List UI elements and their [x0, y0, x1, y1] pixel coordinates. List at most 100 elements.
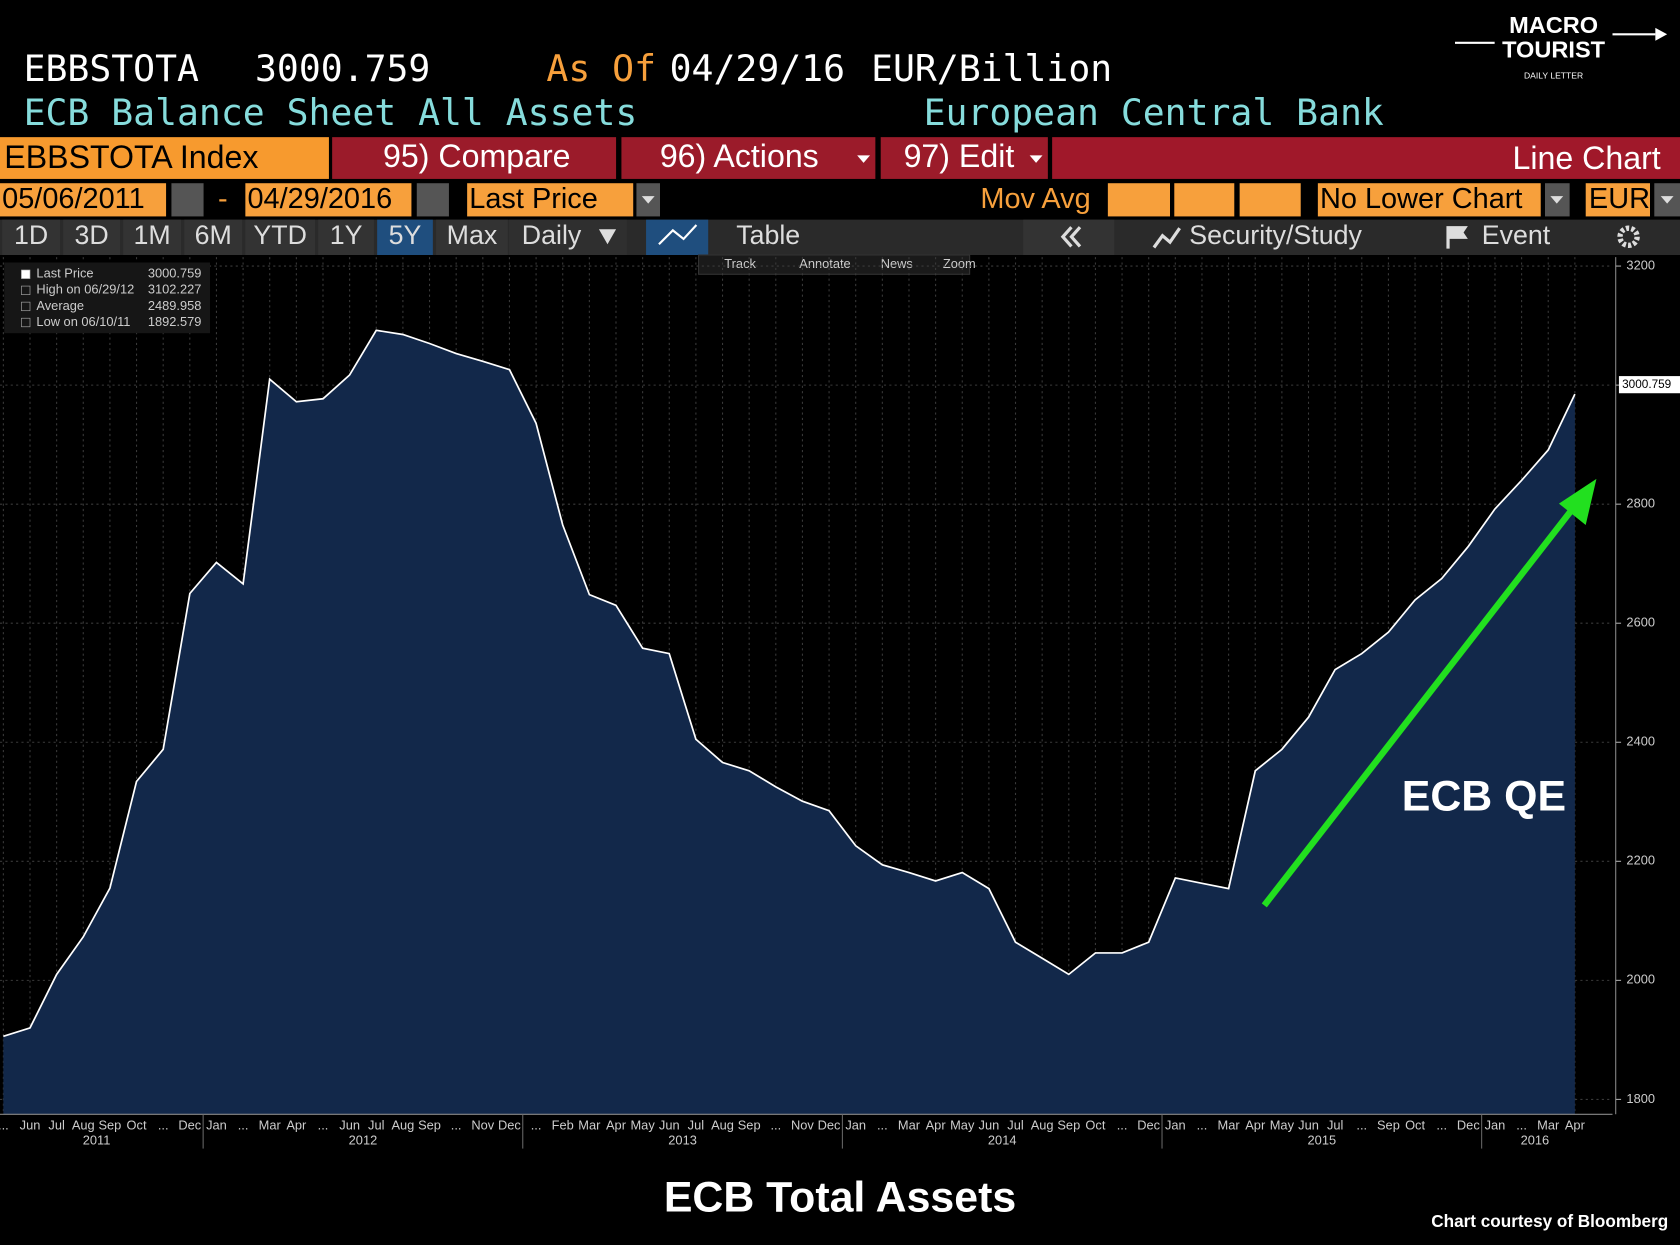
currency-box[interactable] — [1585, 183, 1650, 217]
range-label[interactable]: 1M — [134, 220, 171, 250]
field-box[interactable] — [467, 183, 634, 217]
logo-tagline: DAILY LETTER — [1524, 70, 1583, 80]
legend-label: Average — [36, 298, 84, 313]
x-tick-label: Sep — [1057, 1117, 1080, 1132]
range-button[interactable] — [2, 219, 61, 255]
credit: Chart courtesy of Bloomberg — [1431, 1211, 1668, 1231]
year-label: 2012 — [349, 1132, 378, 1147]
x-tick-label: ... — [318, 1117, 329, 1132]
toolbar-row1: EBBSTOTA Index 95) Compare 96) Actions 9… — [0, 137, 1680, 179]
last-price-label: 3000.759 — [1622, 378, 1671, 391]
tool-bar — [698, 254, 971, 275]
security-box[interactable] — [0, 137, 329, 179]
compare-button[interactable] — [332, 137, 617, 179]
logo-line2: TOURIST — [1502, 37, 1606, 63]
event[interactable]: Event — [1482, 220, 1551, 250]
currency[interactable]: EUR — [1589, 183, 1650, 215]
tool[interactable]: Track — [724, 256, 756, 271]
x-tick-label: ... — [0, 1117, 9, 1132]
mov-avg-box[interactable] — [1107, 183, 1170, 217]
description: ECB Balance Sheet All Assets — [24, 91, 638, 134]
range-button[interactable] — [63, 219, 120, 255]
security[interactable]: EBBSTOTA Index — [4, 139, 258, 175]
range-label[interactable]: 6M — [195, 220, 232, 250]
range-label[interactable]: 1Y — [330, 220, 363, 250]
x-tick-label: Jul — [688, 1117, 704, 1132]
legend-symbol — [21, 285, 31, 295]
field[interactable]: Last Price — [469, 183, 598, 215]
legend-box — [4, 262, 210, 334]
collapse-icon — [1060, 226, 1073, 248]
start-date-box[interactable] — [0, 183, 167, 217]
mov-avg-box[interactable] — [1239, 183, 1301, 217]
x-tick-label: May — [950, 1117, 975, 1132]
range-label[interactable]: 5Y — [389, 220, 422, 250]
range-button[interactable] — [436, 219, 508, 255]
collapse-button[interactable] — [1023, 219, 1115, 255]
annotation: ECB QE — [1402, 773, 1566, 821]
lower-chart-box[interactable] — [1317, 183, 1541, 217]
x-tick-label: Sep — [738, 1117, 761, 1132]
table[interactable]: Table — [736, 220, 800, 250]
actions-button[interactable] — [621, 137, 876, 179]
study[interactable]: Security/Study — [1189, 220, 1362, 250]
mov-avg: Mov Avg — [980, 183, 1090, 215]
x-tick-label: Jun — [979, 1117, 1000, 1132]
range-label[interactable]: Max — [447, 220, 498, 250]
y-tick-label: 2800 — [1626, 496, 1655, 511]
x-tick-label: Oct — [1405, 1117, 1425, 1132]
x-tick-label: ... — [1436, 1117, 1447, 1132]
x-tick-label: Jul — [1327, 1117, 1343, 1132]
x-tick-label: Oct — [1085, 1117, 1105, 1132]
price: 3000.759 — [255, 47, 430, 90]
calendar-icon[interactable] — [416, 183, 449, 217]
range-button[interactable] — [318, 219, 374, 255]
range-label[interactable]: YTD — [253, 220, 307, 250]
range-button[interactable] — [245, 219, 315, 255]
x-tick-label: ... — [1117, 1117, 1128, 1132]
x-tick-label: ... — [1356, 1117, 1367, 1132]
legend-value: 2489.958 — [148, 298, 202, 313]
mov-avg-box[interactable] — [1174, 183, 1235, 217]
chart-kind-box — [1052, 137, 1680, 179]
x-tick-label: Apr — [1565, 1117, 1586, 1132]
tool[interactable]: Zoom — [943, 256, 976, 271]
range-button[interactable] — [377, 219, 433, 255]
range-button[interactable] — [123, 219, 182, 255]
legend-label: Last Price — [36, 266, 93, 281]
range-label[interactable]: 3D — [74, 220, 108, 250]
chart-icon-button[interactable] — [646, 219, 709, 255]
calendar-icon[interactable] — [171, 183, 204, 217]
lower-chart[interactable]: No Lower Chart — [1320, 183, 1522, 215]
x-tick-label: Jul — [48, 1117, 64, 1132]
tool[interactable]: Annotate — [799, 256, 850, 271]
x-tick-label: Feb — [552, 1117, 574, 1132]
study-icon — [1152, 227, 1181, 249]
settings-icon[interactable] — [1617, 225, 1640, 249]
compare[interactable]: 95) Compare — [383, 138, 570, 174]
range-button[interactable] — [184, 219, 243, 255]
x-tick-label: Dec — [178, 1117, 201, 1132]
legend-symbol — [21, 301, 31, 312]
toolbar-row3: Daily Table Security/Study Event 1D 3D 1M 6… — [0, 219, 1680, 255]
area — [3, 330, 1575, 1115]
x-tick-label: May — [1270, 1117, 1295, 1132]
end-date-box[interactable] — [245, 183, 412, 217]
actions[interactable]: 96) Actions — [660, 138, 819, 174]
edit[interactable]: 97) Edit — [904, 138, 1015, 174]
range-label[interactable]: 1D — [14, 220, 48, 250]
x-tick-label: Aug — [1031, 1117, 1054, 1132]
tool[interactable]: News — [881, 256, 913, 271]
x-tick-label: Mar — [1537, 1117, 1560, 1132]
x-tick-label: Apr — [606, 1117, 627, 1132]
period[interactable]: Daily — [522, 220, 582, 250]
x-tick-label: ... — [1516, 1117, 1527, 1132]
legend-value: 3000.759 — [148, 266, 202, 281]
x-tick-label: Jun — [1298, 1117, 1319, 1132]
end-date[interactable]: 04/29/2016 — [247, 183, 392, 215]
start-date[interactable]: 05/06/2011 — [2, 183, 145, 215]
x-tick-label: Mar — [259, 1117, 282, 1132]
edit-button[interactable] — [880, 137, 1048, 179]
y-tick-label: 2400 — [1626, 734, 1655, 749]
